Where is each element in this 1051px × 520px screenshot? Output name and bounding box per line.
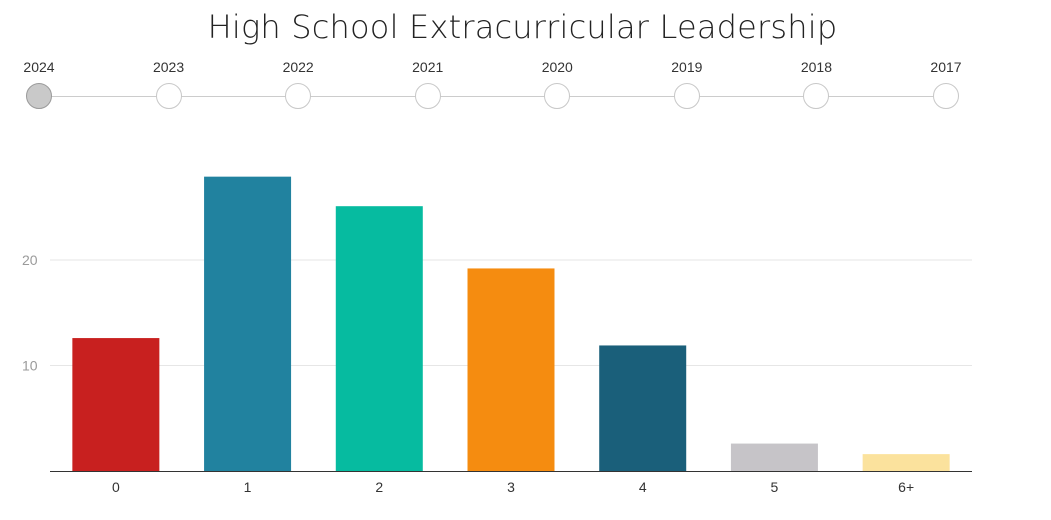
bar-3 (467, 268, 555, 471)
timeline-year-2020[interactable]: 2020 (541, 59, 573, 75)
x-tick-label: 5 (771, 479, 779, 495)
timeline-dot-2023[interactable] (155, 83, 182, 109)
timeline-year-2018[interactable]: 2018 (800, 59, 832, 75)
x-tick-label: 6+ (898, 479, 914, 495)
bar-5 (730, 443, 818, 471)
x-tick-label: 0 (112, 479, 120, 495)
timeline-dot-2018[interactable] (803, 83, 830, 109)
timeline-track (39, 96, 946, 97)
timeline-year-2023[interactable]: 2023 (152, 59, 185, 75)
x-tick-label: 3 (507, 479, 515, 495)
bar-0 (72, 338, 160, 471)
x-tick-label: 2 (375, 479, 383, 495)
timeline-year-2022[interactable]: 2022 (282, 59, 314, 75)
y-tick-label: 20 (22, 252, 38, 268)
timeline-dot-2017[interactable] (933, 83, 959, 109)
timeline-dot-2020[interactable] (544, 83, 571, 109)
timeline-year-2019[interactable]: 2019 (671, 59, 703, 75)
x-tick-label: 1 (244, 479, 252, 495)
bar-2 (335, 206, 423, 471)
year-timeline: 2024 2023 2022 2021 2020 2019 2018 2017 (0, 0, 1051, 120)
bar-1 (204, 176, 292, 471)
y-tick-label: 10 (22, 358, 38, 374)
timeline-dot-2019[interactable] (673, 83, 700, 109)
bar-4 (599, 345, 687, 471)
timeline-dot-2024[interactable] (26, 83, 52, 109)
timeline-year-2021[interactable]: 2021 (412, 59, 444, 75)
x-tick-label: 4 (639, 479, 647, 495)
timeline-year-2024[interactable]: 2024 (23, 59, 55, 75)
bar-6+ (862, 454, 950, 471)
timeline-dot-2022[interactable] (285, 83, 312, 109)
timeline-year-2017[interactable]: 2017 (930, 59, 962, 75)
chart-title: High School Extracurricular Leadership (207, 8, 838, 46)
timeline-dot-2021[interactable] (414, 83, 441, 109)
